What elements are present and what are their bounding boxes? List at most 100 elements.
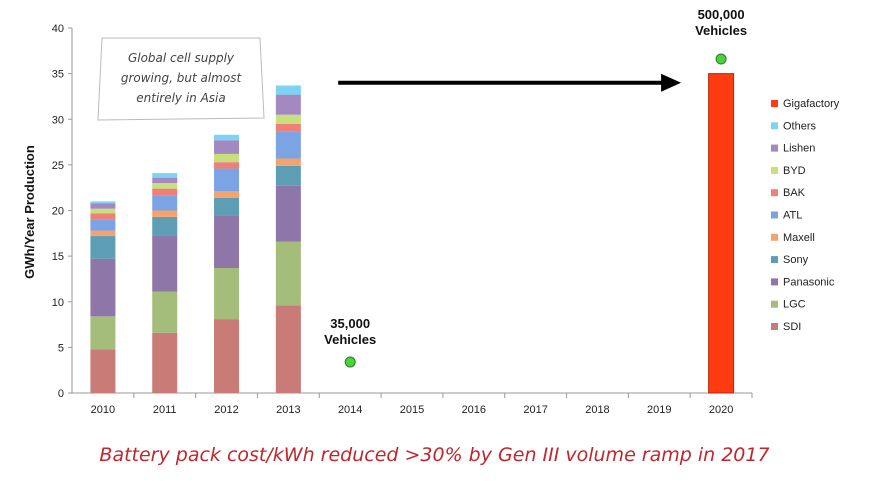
legend-swatch-lishen bbox=[771, 144, 778, 152]
vehicle-unit-label: Vehicles bbox=[695, 23, 747, 38]
legend-label-maxell: Maxell bbox=[783, 232, 815, 244]
bar-segment-atl-2011 bbox=[152, 195, 178, 211]
bar-segment-others-2010 bbox=[90, 201, 116, 204]
bar-segment-lishen-2012 bbox=[214, 140, 240, 154]
bar-segment-bak-2011 bbox=[152, 188, 178, 196]
x-tick-label: 2017 bbox=[523, 404, 547, 416]
legend-swatch-atl bbox=[771, 211, 778, 219]
y-tick-label: 30 bbox=[52, 114, 64, 126]
x-tick-label: 2018 bbox=[585, 404, 609, 416]
y-axis-title: GWh/Year Production bbox=[22, 145, 37, 279]
bar-segment-lishen-2013 bbox=[275, 94, 301, 115]
x-ticks: 2010 2011 2012 2013 2014 2015 2016 2017 2018 2019… bbox=[91, 393, 753, 416]
legend-swatch-byd bbox=[771, 166, 778, 174]
y-tick-label: 40 bbox=[52, 23, 64, 35]
bar-segment-sony-2010 bbox=[90, 236, 116, 259]
bar-segment-byd-2012 bbox=[214, 153, 240, 163]
legend-label-bak: BAK bbox=[783, 187, 806, 199]
legend-label-atl: ATL bbox=[783, 210, 802, 222]
x-tick-label: 2013 bbox=[276, 404, 300, 416]
bar-segment-bak-2013 bbox=[275, 123, 301, 132]
chart: GWh/Year Production 0 5 10 15 20 25 30 35 40 201… bbox=[22, 7, 840, 416]
legend-label-gigafactory: Gigafactory bbox=[783, 98, 840, 110]
bar-segment-sdi-2010 bbox=[90, 349, 116, 393]
bar-segment-sony-2011 bbox=[152, 216, 178, 236]
x-tick-label: 2020 bbox=[709, 404, 733, 416]
callout-box: Global cell supply growing, but almost e… bbox=[97, 37, 265, 121]
vehicle-unit-label: Vehicles bbox=[324, 332, 376, 347]
bar-segment-sony-2013 bbox=[275, 165, 301, 186]
legend-label-sony: Sony bbox=[783, 254, 809, 266]
legend-label-sdi: SDI bbox=[783, 321, 801, 333]
callout-line-1: Global cell supply bbox=[128, 51, 235, 65]
bar-segment-sdi-2013 bbox=[275, 305, 301, 393]
x-tick-label: 2010 bbox=[91, 404, 115, 416]
bar-segment-maxell-2011 bbox=[152, 210, 178, 217]
bar-segment-byd-2011 bbox=[152, 183, 178, 189]
legend-swatch-lgc bbox=[771, 300, 778, 308]
legend-label-lgc: LGC bbox=[783, 299, 806, 311]
x-tick-label: 2016 bbox=[462, 404, 486, 416]
footer-caption: Battery pack cost/kWh reduced >30% by Ge… bbox=[99, 444, 770, 466]
bar-segment-bak-2010 bbox=[90, 213, 116, 220]
y-tick-label: 20 bbox=[52, 206, 64, 218]
bar-segment-byd-2013 bbox=[275, 114, 301, 124]
vehicle-count-label: 35,000 bbox=[330, 316, 370, 331]
arrow-head bbox=[661, 73, 682, 92]
vehicle-count-label: 500,000 bbox=[698, 7, 745, 22]
growth-arrow bbox=[338, 73, 682, 92]
y-tick-label: 5 bbox=[58, 342, 64, 354]
legend-swatch-gigafactory bbox=[771, 100, 778, 107]
legend-label-others: Others bbox=[783, 120, 817, 132]
legend-label-byd: BYD bbox=[783, 165, 806, 177]
bar-segment-bak-2012 bbox=[214, 162, 240, 169]
bar-segment-maxell-2013 bbox=[275, 158, 301, 166]
bar-segment-sony-2012 bbox=[214, 197, 240, 216]
y-tick-label: 35 bbox=[52, 69, 64, 81]
callout-line-3: entirely in Asia bbox=[136, 91, 226, 105]
bar-segment-maxell-2012 bbox=[214, 191, 240, 198]
vehicle-marker-2014 bbox=[344, 356, 356, 368]
legend-swatch-sdi bbox=[771, 323, 778, 330]
y-tick-label: 0 bbox=[58, 388, 64, 400]
x-tick-label: 2015 bbox=[400, 404, 424, 416]
legend: Gigafactory Others Lishen BYD BAK ATL Maxell So… bbox=[771, 98, 840, 333]
stacked-bars bbox=[90, 73, 735, 394]
bar-segment-atl-2012 bbox=[214, 168, 240, 192]
legend-swatch-maxell bbox=[771, 233, 778, 241]
bar-segment-byd-2010 bbox=[90, 208, 116, 214]
bar-segment-sdi-2011 bbox=[152, 332, 178, 393]
bar-segment-panasonic-2010 bbox=[90, 258, 116, 317]
bar-segment-atl-2013 bbox=[275, 131, 301, 159]
bar-segment-lishen-2011 bbox=[152, 177, 178, 184]
bar-segment-others-2013 bbox=[275, 85, 301, 95]
x-tick-label: 2012 bbox=[214, 404, 238, 416]
legend-swatch-bak bbox=[771, 189, 778, 197]
x-tick-label: 2014 bbox=[338, 404, 362, 416]
bar-segment-lgc-2012 bbox=[214, 267, 240, 320]
bar-segment-atl-2010 bbox=[90, 219, 116, 231]
bar-segment-sdi-2012 bbox=[214, 319, 240, 393]
x-tick-label: 2011 bbox=[153, 404, 177, 416]
bar-segment-panasonic-2013 bbox=[275, 185, 301, 242]
bar-segment-panasonic-2012 bbox=[214, 215, 240, 268]
bar-segment-lgc-2013 bbox=[275, 241, 301, 306]
bar-segment-lishen-2010 bbox=[90, 203, 116, 209]
y-tick-label: 10 bbox=[52, 297, 64, 309]
x-tick-label: 2019 bbox=[647, 404, 671, 416]
legend-label-lishen: Lishen bbox=[783, 143, 815, 155]
bar-segment-gigafactory-2020 bbox=[708, 73, 735, 394]
callout-frame bbox=[97, 37, 265, 121]
bar-segment-panasonic-2011 bbox=[152, 235, 178, 292]
y-tick-label: 25 bbox=[52, 160, 64, 172]
bar-segment-lgc-2010 bbox=[90, 316, 116, 350]
bar-segment-others-2011 bbox=[152, 173, 178, 178]
y-tick-label: 15 bbox=[52, 251, 64, 263]
legend-swatch-sony bbox=[771, 256, 778, 264]
bar-segment-lgc-2011 bbox=[152, 291, 178, 333]
legend-swatch-panasonic bbox=[771, 278, 778, 286]
bar-segment-others-2012 bbox=[214, 134, 240, 141]
bar-segment-maxell-2010 bbox=[90, 230, 116, 237]
legend-swatch-others bbox=[771, 122, 778, 130]
